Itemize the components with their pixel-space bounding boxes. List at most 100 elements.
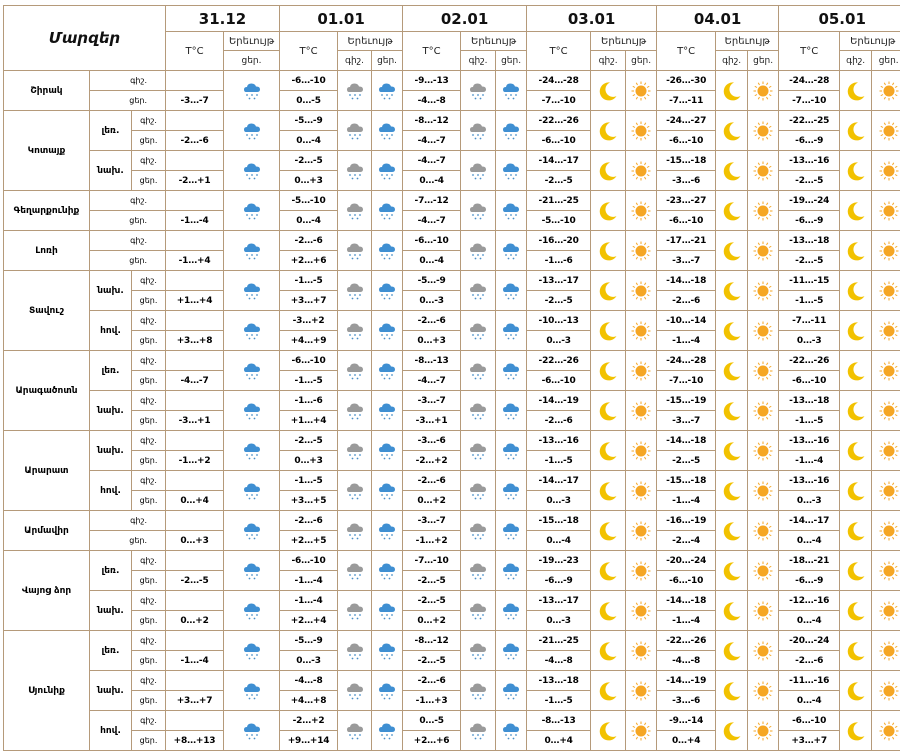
night-temp: -15…-19 [656, 390, 717, 411]
subregion-label: լեռ. [89, 550, 132, 591]
day-temp: -1…+2 [402, 530, 462, 551]
day-temp: -5…-10 [526, 210, 592, 231]
moon-icon [590, 390, 627, 431]
day-temp: -7…-11 [656, 90, 717, 111]
night-temp: -16…-20 [526, 230, 592, 251]
day-temp: +2…+5 [279, 530, 339, 551]
day-temp: -2…-5 [778, 250, 841, 271]
night-temp: -3…+2 [279, 310, 339, 331]
day-temp: 0…+2 [402, 610, 462, 631]
day-temp: 0…-4 [402, 170, 462, 191]
night-temp: -2…+2 [279, 710, 339, 731]
moon-icon [715, 550, 749, 591]
night-temp: -20…-24 [778, 630, 841, 651]
region-name: Լոռի [3, 230, 90, 271]
region-name: Տավուշ [3, 270, 90, 351]
day-temp: +3…+5 [279, 490, 339, 511]
day-col-header: ցեր. [871, 50, 900, 71]
night-temp [165, 110, 225, 131]
day-col-header: ցեր. [747, 50, 780, 71]
subregion-label: նախ. [89, 270, 132, 311]
night-temp: -6…-10 [279, 550, 339, 571]
night-temp [165, 630, 225, 651]
sun-icon [625, 390, 658, 431]
table-row: Սյունիք լեռ. գիշ. -5…-9 -8…-12 -21…-25 -22…-26… [3, 630, 900, 751]
moon-icon [590, 310, 627, 351]
sun-icon [871, 270, 900, 311]
night-temp: -24…-27 [656, 110, 717, 131]
day-temp: +4…+9 [279, 330, 339, 351]
table-row: Արմավիր գիշ. -2…-6 -3…-7 -15…-18 -16…-19 -14…-… [3, 510, 900, 551]
sun-icon [747, 470, 780, 511]
day-temp: -4…-8 [656, 650, 717, 671]
moon-icon [590, 590, 627, 631]
date-header: 04.01 [656, 5, 780, 32]
table-row: Լոռի գիշ. -2…-6 -6…-10 -16…-20 -17…-21 -13…-18 [3, 230, 900, 271]
day-col-header: ցեր. [495, 50, 528, 71]
night-temp: -24…-28 [778, 70, 841, 91]
moon-icon [839, 230, 873, 271]
day-temp: -6…-10 [778, 370, 841, 391]
gray-snow-cloud-icon [460, 590, 497, 631]
night-temp [165, 510, 225, 531]
moon-icon [590, 70, 627, 111]
night-temp: -13…-16 [526, 430, 592, 451]
day-temp: +1…+4 [165, 290, 225, 311]
night-label: գիշ. [130, 350, 167, 371]
sun-icon [625, 350, 658, 391]
day-label: ցեր. [130, 290, 167, 311]
moon-icon [715, 390, 749, 431]
day-temp: 0…+4 [165, 490, 225, 511]
gray-snow-cloud-icon [337, 350, 373, 391]
day-label: ցեր. [130, 690, 167, 711]
blue-snow-cloud-icon [495, 550, 528, 591]
night-temp [165, 350, 225, 371]
night-temp [165, 470, 225, 491]
night-temp: -11…-15 [778, 270, 841, 291]
table-row: ցեր. -2…-5 -1…-4 -2…-5 -6…-9 -6…-10 -6…-9 [4, 570, 900, 591]
sun-icon [747, 510, 780, 551]
day-temp: -6…-9 [526, 570, 592, 591]
sun-icon [871, 590, 900, 631]
night-temp: -13…-17 [526, 270, 592, 291]
gray-snow-cloud-icon [460, 630, 497, 671]
night-temp: -16…-19 [656, 510, 717, 531]
day-temp: -6…-10 [656, 210, 717, 231]
blue-snow-cloud-icon [371, 710, 404, 751]
night-label: գիշ. [130, 670, 167, 691]
day-label: ցեր. [130, 330, 167, 351]
gray-snow-cloud-icon [337, 390, 373, 431]
moon-icon [839, 550, 873, 591]
night-temp: -10…-13 [526, 310, 592, 331]
moon-icon [590, 190, 627, 231]
sun-icon [625, 590, 658, 631]
moon-icon [839, 390, 873, 431]
night-temp: -13…-18 [526, 670, 592, 691]
night-temp: -22…-26 [526, 350, 592, 371]
gray-snow-cloud-icon [460, 430, 497, 471]
day-label: ցեր. [130, 170, 167, 191]
day-label: ցեր. [88, 530, 167, 551]
moon-icon [715, 270, 749, 311]
night-label: գիշ. [88, 70, 167, 91]
day-temp: 0…+3 [165, 530, 225, 551]
day-temp: -2…-5 [778, 170, 841, 191]
blue-snow-cloud-icon [371, 310, 404, 351]
day-temp: -1…-4 [778, 450, 841, 471]
day-temp: +1…+4 [279, 410, 339, 431]
blue-snow-cloud-icon [495, 270, 528, 311]
sun-icon [871, 190, 900, 231]
moon-icon [839, 430, 873, 471]
night-temp: -15…-18 [656, 150, 717, 171]
subregion-label: լեռ. [89, 630, 132, 671]
night-temp [165, 310, 225, 331]
night-temp: -26…-30 [656, 70, 717, 91]
night-temp: -7…-11 [778, 310, 841, 331]
date-header: 01.01 [279, 5, 404, 32]
night-temp: -19…-23 [526, 550, 592, 571]
blue-snow-cloud-icon [495, 70, 528, 111]
day-temp: 0…+3 [402, 330, 462, 351]
sun-icon [871, 390, 900, 431]
phenomenon-col-header: Երեւույթ [337, 31, 404, 51]
blue-snow-cloud-icon [371, 670, 404, 711]
